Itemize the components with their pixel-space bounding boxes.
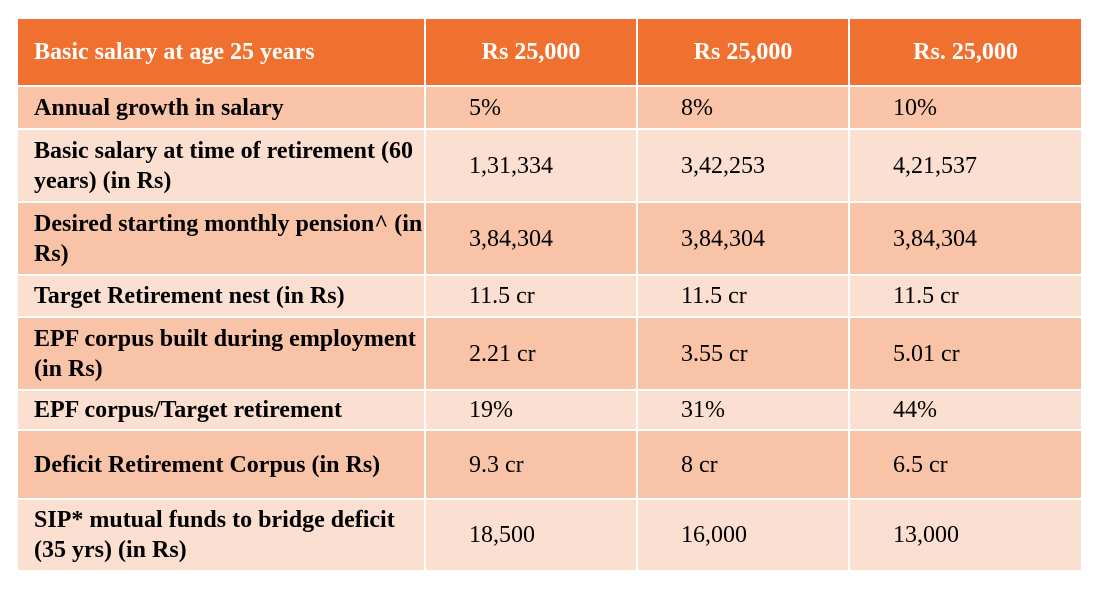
cell: 8 cr — [636, 429, 850, 500]
cell: 8% — [636, 85, 850, 130]
cell: 4,21,537 — [848, 128, 1083, 203]
table-header-row: Basic salary at age 25 years Rs 25,000 R… — [16, 17, 1083, 87]
table-row: Desired starting monthly pension^ (in Rs… — [16, 201, 1083, 276]
cell: 6.5 cr — [848, 429, 1083, 500]
cell: 5.01 cr — [848, 316, 1083, 391]
cell: 11.5 cr — [848, 274, 1083, 318]
table-row: Target Retirement nest (in Rs) 11.5 cr 1… — [16, 274, 1083, 318]
cell: 16,000 — [636, 498, 850, 572]
row-label: Desired starting monthly pension^ (in Rs… — [16, 201, 426, 276]
cell: 3,84,304 — [848, 201, 1083, 276]
cell: 2.21 cr — [424, 316, 638, 391]
row-label: Basic salary at time of retirement (60 y… — [16, 128, 426, 203]
header-col-3: Rs. 25,000 — [848, 17, 1083, 87]
cell: 3,84,304 — [636, 201, 850, 276]
table-row: EPF corpus built during employment (in R… — [16, 316, 1083, 391]
table-row: Deficit Retirement Corpus (in Rs) 9.3 cr… — [16, 429, 1083, 500]
retirement-table: Basic salary at age 25 years Rs 25,000 R… — [16, 17, 1083, 572]
row-label: Deficit Retirement Corpus (in Rs) — [16, 429, 426, 500]
header-col-1: Rs 25,000 — [424, 17, 638, 87]
cell: 3,42,253 — [636, 128, 850, 203]
cell: 10% — [848, 85, 1083, 130]
cell: 9.3 cr — [424, 429, 638, 500]
cell: 11.5 cr — [424, 274, 638, 318]
cell: 3.55 cr — [636, 316, 850, 391]
table-row: Annual growth in salary 5% 8% 10% — [16, 85, 1083, 130]
row-label: EPF corpus/Target retirement — [16, 389, 426, 431]
cell: 3,84,304 — [424, 201, 638, 276]
header-label: Basic salary at age 25 years — [16, 17, 426, 87]
cell: 1,31,334 — [424, 128, 638, 203]
table-row: EPF corpus/Target retirement 19% 31% 44% — [16, 389, 1083, 431]
cell: 44% — [848, 389, 1083, 431]
row-label: Annual growth in salary — [16, 85, 426, 130]
table-row: Basic salary at time of retirement (60 y… — [16, 128, 1083, 203]
table-row: SIP* mutual funds to bridge deficit (35 … — [16, 498, 1083, 572]
row-label: Target Retirement nest (in Rs) — [16, 274, 426, 318]
cell: 13,000 — [848, 498, 1083, 572]
cell: 11.5 cr — [636, 274, 850, 318]
row-label: SIP* mutual funds to bridge deficit (35 … — [16, 498, 426, 572]
cell: 5% — [424, 85, 638, 130]
header-col-2: Rs 25,000 — [636, 17, 850, 87]
cell: 18,500 — [424, 498, 638, 572]
cell: 19% — [424, 389, 638, 431]
row-label: EPF corpus built during employment (in R… — [16, 316, 426, 391]
cell: 31% — [636, 389, 850, 431]
